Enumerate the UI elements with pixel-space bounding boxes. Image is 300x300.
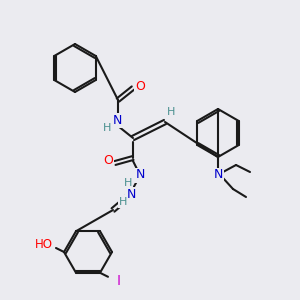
Text: O: O	[135, 80, 145, 92]
Text: N: N	[213, 169, 223, 182]
Text: N: N	[112, 113, 122, 127]
Text: H: H	[167, 107, 175, 117]
Text: H: H	[103, 123, 111, 133]
Text: H: H	[119, 197, 127, 207]
Text: O: O	[103, 154, 113, 167]
Text: I: I	[117, 274, 121, 288]
Text: HO: HO	[35, 238, 53, 250]
Text: H: H	[124, 178, 132, 188]
Text: N: N	[135, 169, 145, 182]
Text: N: N	[126, 188, 136, 200]
